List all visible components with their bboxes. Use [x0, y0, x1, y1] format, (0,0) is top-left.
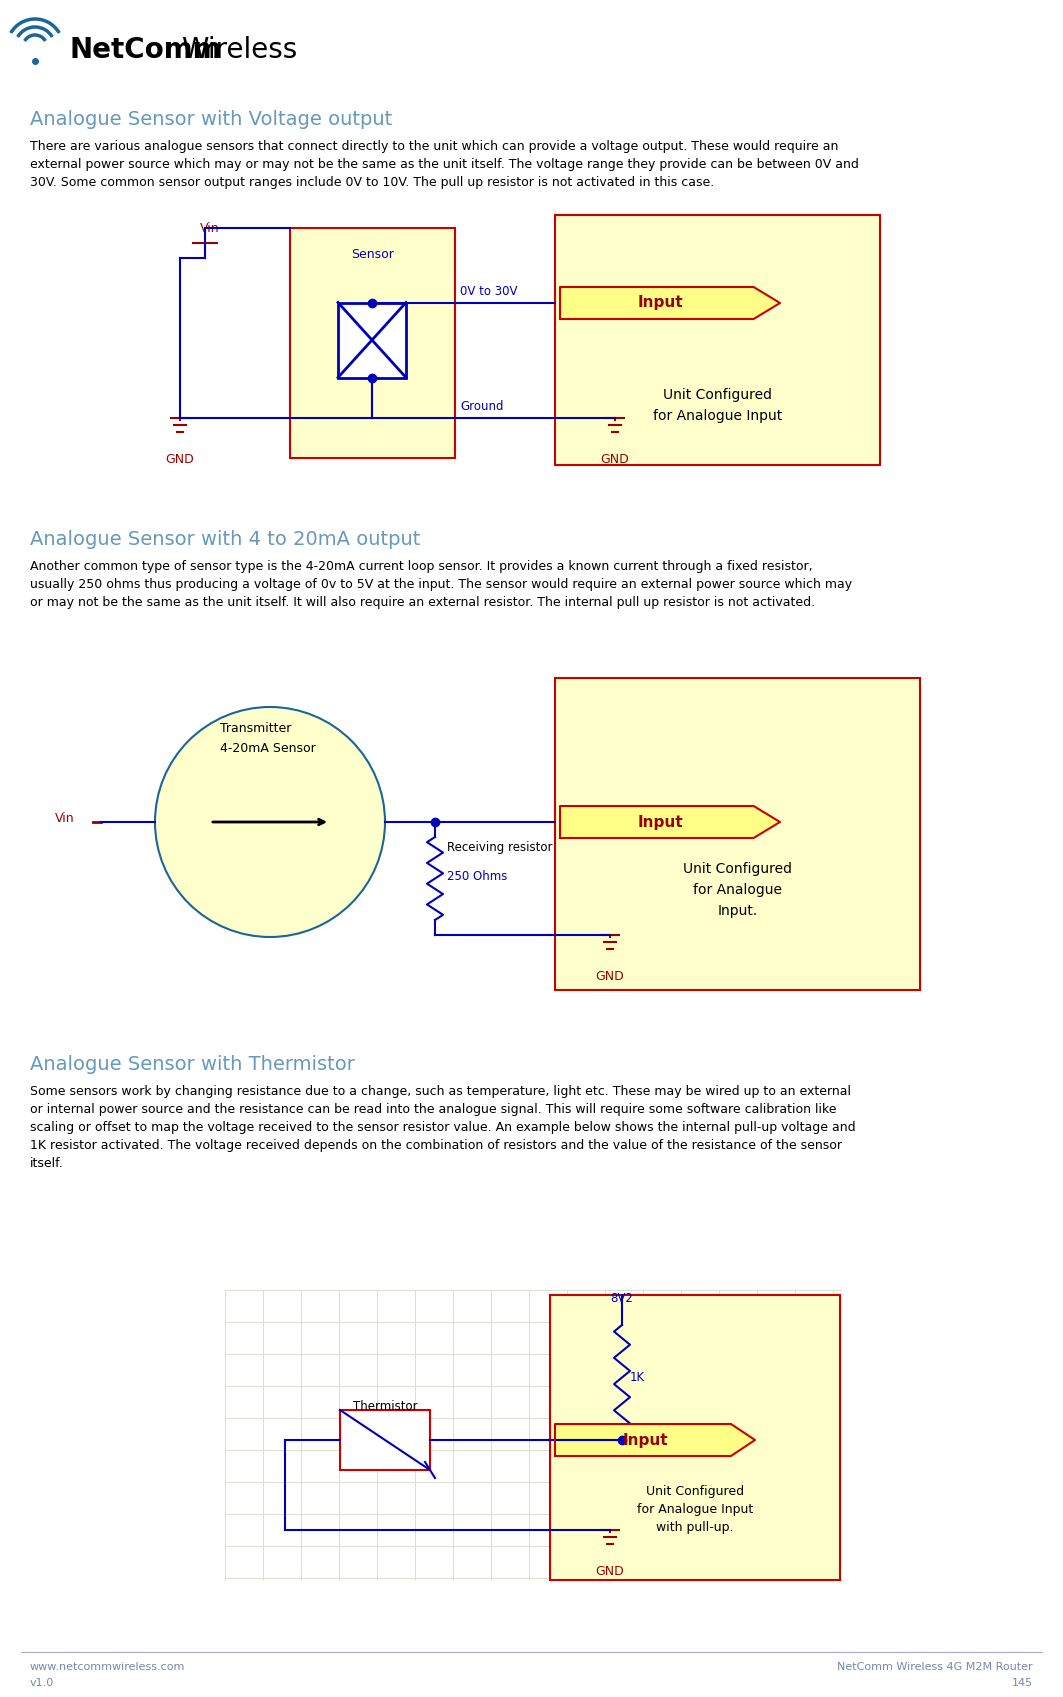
Text: Wireless: Wireless — [181, 36, 298, 64]
Text: There are various analogue sensors that connect directly to the unit which can p: There are various analogue sensors that … — [30, 139, 859, 188]
Ellipse shape — [155, 708, 385, 937]
Bar — [555, 216, 880, 465]
Text: 8V2: 8V2 — [610, 1291, 632, 1305]
Text: Unit Configured
for Analogue
Input.: Unit Configured for Analogue Input. — [684, 862, 792, 918]
Text: Receiving resistor: Receiving resistor — [448, 840, 553, 854]
Polygon shape — [560, 287, 780, 319]
Text: GND: GND — [595, 971, 624, 983]
Text: GND: GND — [595, 1565, 624, 1578]
Polygon shape — [560, 806, 780, 838]
Text: 4-20mA Sensor: 4-20mA Sensor — [220, 742, 316, 755]
Text: 145: 145 — [1012, 1678, 1033, 1689]
Text: 0V to 30V: 0V to 30V — [460, 285, 518, 299]
Text: GND: GND — [601, 453, 629, 467]
Text: Thermistor: Thermistor — [353, 1400, 418, 1414]
Text: Input: Input — [637, 295, 682, 311]
Bar — [340, 1410, 431, 1470]
Text: Input: Input — [622, 1432, 668, 1448]
Text: Another common type of sensor type is the 4-20mA current loop sensor. It provide: Another common type of sensor type is th… — [30, 560, 853, 609]
Text: Input: Input — [637, 815, 682, 830]
Bar — [338, 302, 406, 377]
Text: v1.0: v1.0 — [30, 1678, 54, 1689]
Text: Unit Configured
for Analogue Input
with pull-up.: Unit Configured for Analogue Input with … — [637, 1485, 753, 1534]
Polygon shape — [555, 1424, 755, 1456]
Text: Vin: Vin — [200, 222, 220, 234]
Text: Sensor: Sensor — [351, 248, 394, 261]
Text: GND: GND — [166, 453, 195, 467]
Bar — [290, 227, 455, 458]
Text: Ground: Ground — [460, 400, 504, 412]
Text: Vin: Vin — [55, 813, 74, 825]
Text: www.netcommwireless.com: www.netcommwireless.com — [30, 1661, 185, 1672]
Text: Analogue Sensor with 4 to 20mA output: Analogue Sensor with 4 to 20mA output — [30, 529, 420, 550]
Text: Analogue Sensor with Thermistor: Analogue Sensor with Thermistor — [30, 1056, 355, 1074]
Text: NetComm Wireless 4G M2M Router: NetComm Wireless 4G M2M Router — [838, 1661, 1033, 1672]
Bar — [550, 1295, 840, 1580]
Text: NetComm: NetComm — [70, 36, 222, 64]
Bar — [555, 679, 919, 989]
Text: Unit Configured
for Analogue Input: Unit Configured for Analogue Input — [653, 389, 782, 423]
Text: Transmitter: Transmitter — [220, 721, 291, 735]
Text: Analogue Sensor with Voltage output: Analogue Sensor with Voltage output — [30, 110, 392, 129]
Text: 1K: 1K — [630, 1371, 645, 1385]
Text: 250 Ohms: 250 Ohms — [448, 871, 507, 884]
Text: Some sensors work by changing resistance due to a change, such as temperature, l: Some sensors work by changing resistance… — [30, 1084, 856, 1169]
